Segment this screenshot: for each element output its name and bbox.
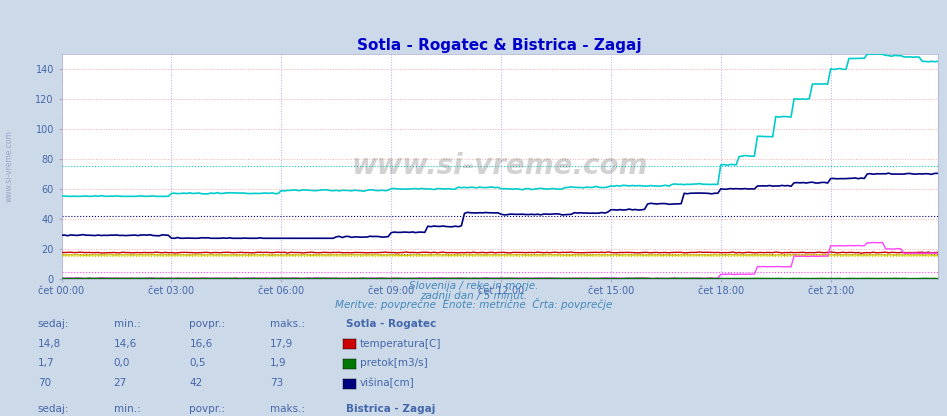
Text: www.si-vreme.com: www.si-vreme.com [351,152,648,181]
Text: 0,5: 0,5 [189,359,205,369]
Text: Meritve: povprečne  Enote: metrične  Črta: povprečje: Meritve: povprečne Enote: metrične Črta:… [335,298,612,310]
Text: min.:: min.: [114,319,140,329]
Text: sedaj:: sedaj: [38,319,69,329]
Text: maks.:: maks.: [270,404,305,414]
Text: temperatura[C]: temperatura[C] [360,339,441,349]
Text: 73: 73 [270,379,283,389]
Text: www.si-vreme.com: www.si-vreme.com [5,131,14,202]
Text: 17,9: 17,9 [270,339,294,349]
Text: maks.:: maks.: [270,319,305,329]
Text: 70: 70 [38,379,51,389]
Text: Bistrica - Zagaj: Bistrica - Zagaj [346,404,435,414]
Text: 16,6: 16,6 [189,339,213,349]
Text: zadnji dan / 5 minut.: zadnji dan / 5 minut. [420,291,527,301]
Text: višina[cm]: višina[cm] [360,378,415,389]
Text: Slovenija / reke in morje.: Slovenija / reke in morje. [409,281,538,291]
Text: povpr.:: povpr.: [189,319,225,329]
Text: 14,6: 14,6 [114,339,137,349]
Text: 27: 27 [114,379,127,389]
Text: 1,9: 1,9 [270,359,287,369]
Text: 0,0: 0,0 [114,359,130,369]
Text: 42: 42 [189,379,203,389]
Text: pretok[m3/s]: pretok[m3/s] [360,359,428,369]
Text: povpr.:: povpr.: [189,404,225,414]
Text: sedaj:: sedaj: [38,404,69,414]
Text: 14,8: 14,8 [38,339,62,349]
Text: Sotla - Rogatec: Sotla - Rogatec [346,319,436,329]
Text: min.:: min.: [114,404,140,414]
Text: 1,7: 1,7 [38,359,55,369]
Title: Sotla - Rogatec & Bistrica - Zagaj: Sotla - Rogatec & Bistrica - Zagaj [357,38,642,53]
